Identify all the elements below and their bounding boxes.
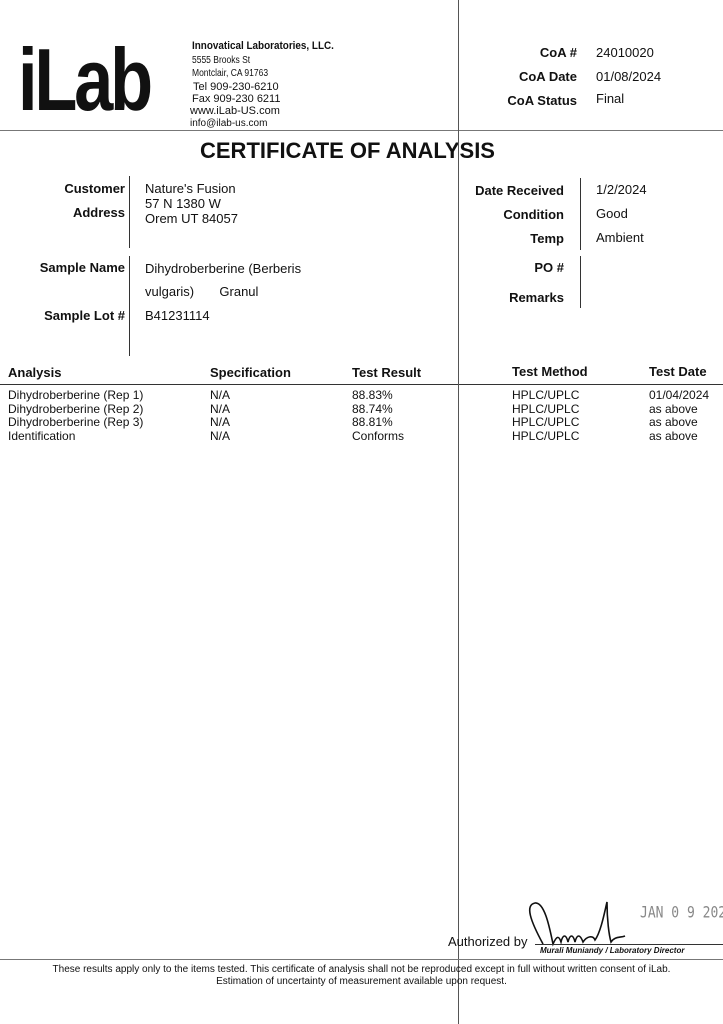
- header-divider: [0, 130, 723, 131]
- address-label: Address: [72, 205, 125, 220]
- cell-analysis: Dihydroberberine (Rep 3): [8, 415, 144, 429]
- company-fax: Fax 909-230 6211: [192, 93, 281, 105]
- coa-status: Final: [596, 91, 625, 106]
- cell-test-result: 88.74%: [352, 401, 393, 416]
- table-header-divider: [0, 384, 723, 385]
- cell-specification: N/A: [210, 388, 231, 402]
- cell-test-date: 01/04/2024: [649, 388, 710, 402]
- cell-test-method: HPLC/UPLC: [512, 428, 580, 443]
- customer-address-line2: Orem UT 84057: [145, 211, 238, 226]
- col-header-analysis: Analysis: [8, 365, 62, 380]
- condition-label: Condition: [503, 207, 564, 222]
- cell-test-result: Conforms: [352, 428, 405, 443]
- col-header-test-date: Test Date: [649, 364, 707, 379]
- coa-number-label: CoA #: [539, 45, 577, 60]
- sample-name-label: Sample Name: [39, 260, 125, 275]
- footer-divider: [0, 959, 723, 960]
- coa-status-label: CoA Status: [507, 93, 577, 108]
- cell-analysis: Dihydroberberine (Rep 2): [8, 401, 144, 416]
- cell-test-date: as above: [649, 401, 698, 416]
- cell-test-date: as above: [649, 428, 698, 443]
- scan-fold-line: [458, 0, 459, 1024]
- po-divider: [580, 256, 581, 308]
- remarks-label: Remarks: [509, 290, 564, 305]
- date-stamp: JAN 0 9 2024: [640, 904, 723, 923]
- cell-specification: N/A: [210, 401, 231, 416]
- signer-name: Murali Muniandy / Laboratory Director: [540, 946, 685, 955]
- temp-label: Temp: [530, 231, 564, 246]
- customer-label: Customer: [64, 181, 125, 196]
- cell-specification: N/A: [210, 415, 231, 429]
- company-email: info@ilab-us.com: [190, 118, 268, 129]
- date-received-label: Date Received: [475, 183, 564, 198]
- sample-name-line1: Dihydroberberine (Berberis: [145, 261, 302, 276]
- col-header-specification: Specification: [210, 365, 291, 380]
- company-website: www.iLab-US.com: [190, 105, 280, 117]
- col-header-test-method: Test Method: [512, 364, 588, 379]
- customer-address-line1: 57 N 1380 W: [145, 196, 221, 211]
- signature-line: [535, 944, 723, 945]
- sample-name-line2: vulgaris) Granul: [145, 284, 259, 299]
- ilab-logo: iLab: [18, 30, 153, 129]
- cell-analysis: Identification: [8, 428, 76, 443]
- sample-lot-label: Sample Lot #: [44, 308, 125, 323]
- cell-analysis: Dihydroberberine (Rep 1): [8, 388, 144, 402]
- po-label: PO #: [534, 260, 564, 275]
- customer-name: Nature's Fusion: [145, 181, 236, 196]
- sample-divider: [129, 256, 130, 356]
- company-city: Montclair, CA 91763: [192, 68, 269, 79]
- coa-date-label: CoA Date: [518, 69, 577, 84]
- cell-test-result: 88.83%: [352, 388, 393, 402]
- company-street: 5555 Brooks St: [192, 55, 251, 66]
- signature-image: [528, 901, 626, 947]
- document-title: CERTIFICATE OF ANALYSIS: [200, 138, 495, 163]
- cell-test-date: as above: [649, 415, 698, 429]
- sample-lot: B41231114: [145, 308, 210, 323]
- cell-test-method: HPLC/UPLC: [512, 388, 580, 402]
- cell-test-result: 88.81%: [352, 415, 393, 429]
- company-tel: Tel 909-230-6210: [193, 81, 279, 93]
- cell-test-method: HPLC/UPLC: [512, 415, 580, 429]
- receipt-divider: [580, 178, 581, 250]
- cell-test-method: HPLC/UPLC: [512, 401, 580, 416]
- date-received: 1/2/2024: [596, 182, 647, 197]
- coa-date: 01/08/2024: [596, 69, 662, 84]
- authorized-by-label: Authorized by: [448, 934, 528, 949]
- col-header-test-result: Test Result: [352, 365, 422, 380]
- temp: Ambient: [596, 230, 644, 245]
- footer-uncertainty-note: Estimation of uncertainty of measurement…: [216, 976, 507, 987]
- coa-number: 24010020: [596, 45, 654, 60]
- footer-disclaimer: These results apply only to the items te…: [52, 964, 671, 975]
- customer-divider: [129, 176, 130, 248]
- cell-specification: N/A: [210, 428, 231, 443]
- company-name: Innovatical Laboratories, LLC.: [192, 40, 334, 52]
- condition: Good: [596, 206, 628, 221]
